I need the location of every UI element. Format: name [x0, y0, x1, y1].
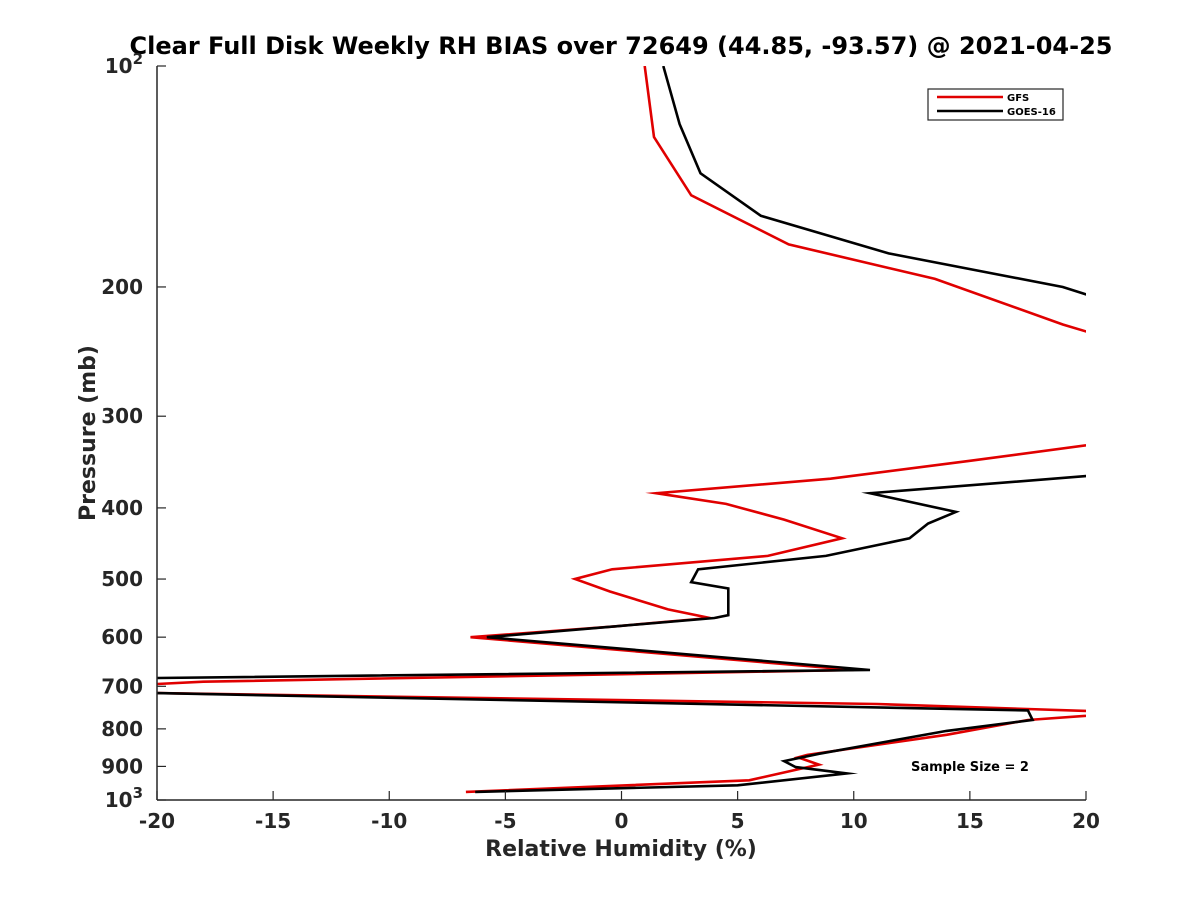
x-tick-label: 15: [956, 809, 984, 833]
sample-size-annotation: Sample Size = 2: [911, 760, 1029, 775]
x-tick-label: -15: [255, 809, 291, 833]
y-tick-label: 900: [101, 754, 143, 778]
x-tick-label: 10: [840, 809, 868, 833]
y-tick-label: 400: [101, 496, 143, 520]
series-layer: [157, 66, 1086, 794]
series-line-goes16: [157, 66, 1086, 794]
x-tick-label: 5: [731, 809, 745, 833]
x-tick-label: 20: [1072, 809, 1100, 833]
x-ticks: -20 -15 -10 -5 0 5 10 15 20: [139, 791, 1100, 833]
legend-box: [927, 88, 1064, 121]
x-tick-label: 0: [615, 809, 629, 833]
series-line-gfs: [157, 66, 1086, 794]
legend-label-goes16: GOES-16: [1007, 107, 1056, 118]
y-tick-label: 300: [101, 404, 143, 428]
x-tick-label: -10: [371, 809, 407, 833]
y-tick-label: 103: [105, 784, 143, 812]
y-tick-label: 800: [101, 717, 143, 741]
x-tick-label: -5: [494, 809, 516, 833]
x-tick-label: -20: [139, 809, 175, 833]
y-tick-label: 600: [101, 625, 143, 649]
y-tick-label: 102: [105, 50, 143, 78]
y-axis-label: Pressure (mb): [76, 345, 101, 521]
y-ticks: 102 200 300 400 500 600 700 800 900 103: [101, 50, 166, 812]
y-tick-label: 200: [101, 275, 143, 299]
y-tick-label: 700: [101, 674, 143, 698]
x-axis-label: Relative Humidity (%): [485, 837, 757, 862]
y-tick-label: 500: [101, 567, 143, 591]
legend: GFS GOES-16: [927, 88, 1064, 121]
legend-label-gfs: GFS: [1007, 93, 1029, 104]
chart-title: Clear Full Disk Weekly RH BIAS over 7264…: [130, 32, 1113, 60]
